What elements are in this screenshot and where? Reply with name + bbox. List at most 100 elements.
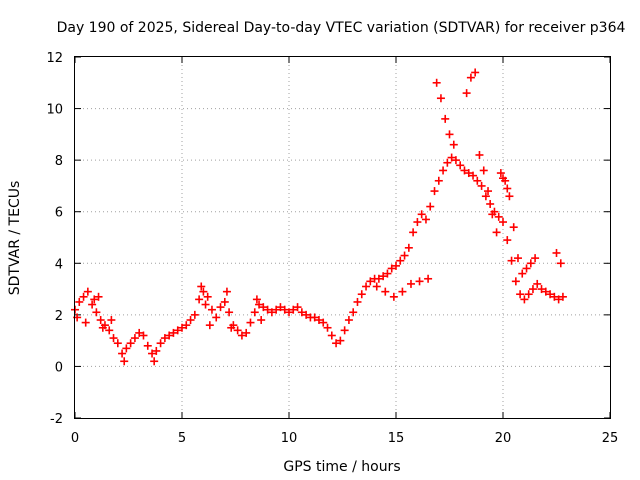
data-point [109,334,118,343]
data-point [242,328,251,337]
data-point [479,166,488,175]
y-tick-label: 4 [55,257,63,272]
data-point [509,223,518,232]
data-point [233,326,242,335]
data-point [83,287,92,296]
data-point [257,316,266,325]
x-tick-label: 5 [178,431,186,446]
y-tick-label: 2 [55,309,63,324]
data-point [75,297,84,306]
data-point [79,292,88,301]
data-point [473,176,482,185]
data-point [156,339,165,348]
grid-lines [75,57,610,418]
x-tick-label: 0 [71,431,79,446]
data-point [531,254,540,263]
data-point [327,331,336,340]
data-point [255,300,264,309]
data-point [383,269,392,278]
data-point [475,150,484,159]
data-point [447,153,456,162]
data-point [216,303,225,312]
data-point [340,326,349,335]
data-point [344,316,353,325]
data-point [443,158,452,167]
data-point [556,259,565,268]
data-point [469,171,478,180]
data-point [252,295,261,304]
data-point [499,174,507,183]
data-point [135,328,144,337]
data-point [276,303,285,312]
data-point [81,318,90,327]
data-point [280,305,289,314]
data-points [71,68,567,366]
data-point [310,313,319,322]
data-point [389,292,398,301]
data-point [471,68,480,77]
data-point [225,308,234,317]
data-point [451,156,460,165]
x-tick-label: 20 [495,431,512,446]
data-point [456,161,465,170]
data-point [297,308,306,317]
data-point [237,331,246,340]
data-point [88,300,97,309]
data-point [349,308,358,317]
data-point [372,282,381,291]
data-point [430,187,439,196]
data-point [122,344,131,353]
data-point [374,274,383,283]
data-point [90,295,99,304]
data-point [195,295,204,304]
axis-ticks: 0 5 10 15 20 25 -2 0 2 4 6 8 10 12 [46,51,618,446]
data-point [537,285,546,294]
data-point [379,272,388,281]
x-tick-label: 15 [388,431,405,446]
data-point [400,251,409,260]
data-point [445,130,454,139]
data-point [413,218,422,227]
data-point [227,323,236,332]
data-point [92,308,101,317]
data-point [488,210,497,219]
data-point [466,73,475,82]
data-point [513,254,522,263]
data-point [353,297,362,306]
data-point [522,264,531,273]
data-point [289,305,298,314]
data-point [392,261,400,270]
data-point [417,210,426,219]
data-point [250,308,259,317]
x-tick-label: 10 [281,431,298,446]
data-point [484,187,493,196]
data-point [246,318,255,327]
data-point [415,277,424,286]
data-point [98,323,107,332]
data-point [96,316,105,325]
data-point [130,334,139,343]
data-point [507,256,516,265]
data-point [203,292,212,301]
data-point [302,310,311,319]
data-point [486,199,495,208]
data-point [464,169,473,178]
data-point [477,181,486,190]
data-point [406,279,415,288]
data-point [165,331,174,340]
data-point [554,295,563,304]
data-point [323,323,332,332]
data-point [285,308,293,317]
data-point [460,166,469,175]
data-point [366,277,375,286]
data-point [550,292,559,301]
data-point [182,321,191,330]
chart-title: Day 190 of 2025, Sidereal Day-to-day VTE… [57,20,626,36]
y-tick-label: 10 [46,103,63,118]
data-point [105,326,114,335]
data-point [520,295,529,304]
data-point [152,346,161,355]
data-point [263,305,272,314]
x-axis-label: GPS time / hours [283,459,400,475]
